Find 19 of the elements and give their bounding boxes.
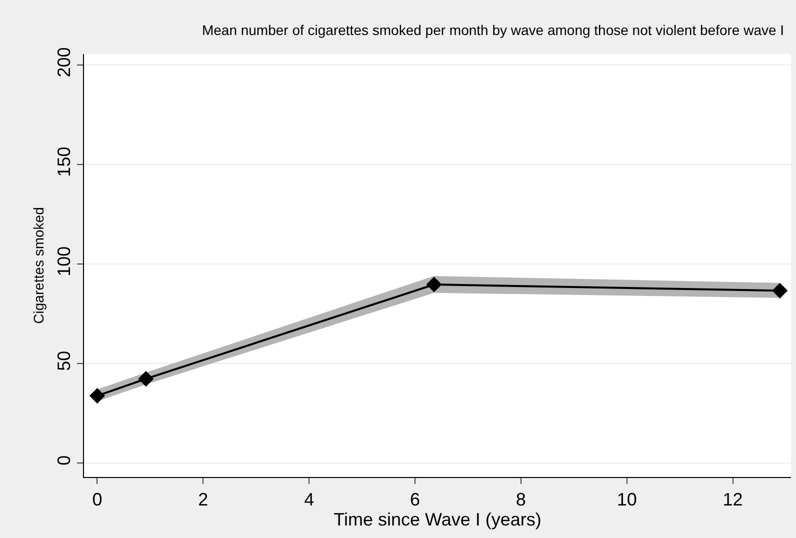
x-tick-label: 2 [198, 490, 208, 510]
y-axis-title: Cigarettes smoked [30, 207, 46, 324]
point [772, 282, 788, 298]
x-axis-title: Time since Wave I (years) [334, 510, 542, 530]
y-tick-label: 100 [54, 246, 74, 276]
point [89, 388, 106, 404]
x-tick-label: 10 [616, 490, 637, 510]
x-tick-label: 6 [410, 490, 420, 510]
point [138, 371, 154, 387]
y-tick-label: 50 [54, 350, 74, 371]
y-tick-label: 200 [54, 47, 74, 78]
y-tick-label: 0 [54, 455, 74, 466]
x-tick-label: 8 [516, 490, 526, 510]
chart-title: Mean number of cigarettes smoked per month by wave among those not violent before wave I [202, 22, 784, 38]
x-tick-label: 0 [92, 490, 102, 510]
x-tick-label: 12 [722, 490, 743, 510]
point [426, 276, 442, 292]
x-tick-label: 4 [304, 490, 314, 510]
y-tick-label: 150 [54, 146, 74, 177]
